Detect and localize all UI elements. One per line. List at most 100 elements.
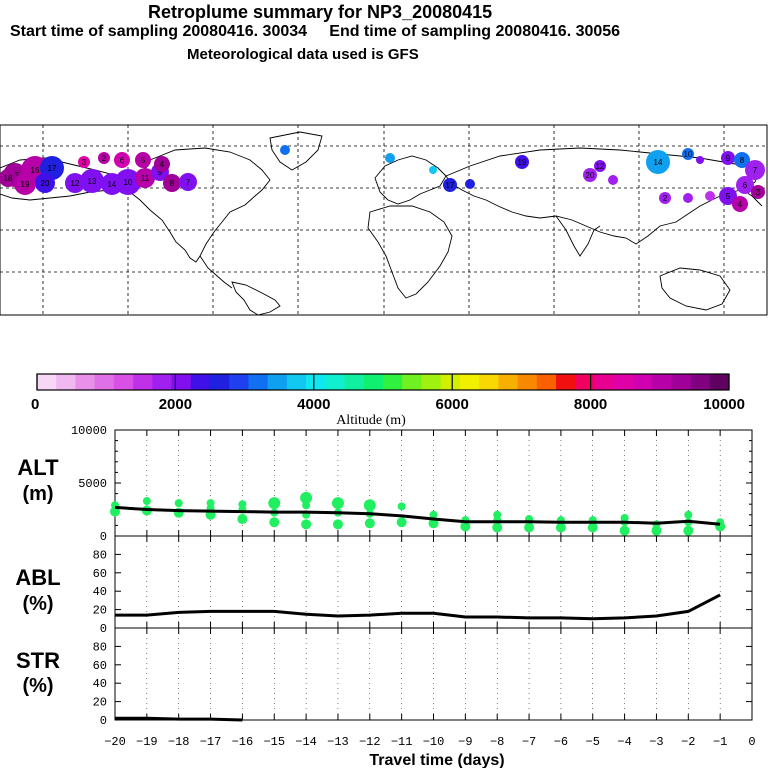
colorbar-swatch — [94, 374, 115, 390]
colorbar-swatch — [190, 374, 211, 390]
plume-marker — [78, 156, 90, 168]
colorbar-swatch — [632, 374, 653, 390]
colorbar-swatch — [171, 374, 192, 390]
x-tick-label: −12 — [359, 735, 381, 749]
colorbar-swatch — [325, 374, 346, 390]
x-tick-label: −3 — [649, 735, 663, 749]
plume-marker-label: 2 — [102, 154, 107, 163]
world-map: 1516171819201213141011987654321719201214… — [0, 124, 768, 316]
colorbar-swatch — [286, 374, 307, 390]
plume-marker-label: 20 — [586, 171, 595, 180]
plume-marker-label: 14 — [654, 158, 663, 167]
x-tick-label: −10 — [423, 735, 445, 749]
plume-marker-label: 2 — [663, 194, 668, 203]
plume-marker — [115, 169, 141, 195]
altitude-cluster-dot — [428, 518, 439, 529]
colorbar-swatch — [229, 374, 249, 390]
plume-marker — [732, 196, 748, 212]
colorbar-swatch — [536, 374, 557, 390]
plume-marker-label: 16 — [31, 166, 40, 175]
plume-marker — [683, 193, 693, 203]
plume-marker — [721, 151, 735, 165]
altitude-cluster-dot — [555, 522, 566, 533]
x-tick-label: −2 — [681, 735, 695, 749]
altitude-cluster-dot — [206, 499, 215, 508]
plume-marker — [114, 152, 130, 168]
x-tick-label: −19 — [136, 735, 158, 749]
x-tick-label: −7 — [522, 735, 536, 749]
colorbar-swatch — [575, 374, 595, 390]
y-tick-label: 0 — [100, 622, 107, 636]
plume-marker — [751, 185, 765, 199]
colorbar-swatch — [709, 374, 730, 390]
colorbar-swatch — [594, 374, 615, 390]
x-tick-label: −20 — [104, 735, 126, 749]
series-line-str — [115, 716, 243, 722]
colorbar-swatch — [421, 374, 442, 390]
plume-marker-label: 3 — [82, 158, 87, 167]
colorbar-swatch — [248, 374, 269, 390]
plume-marker-label: 4 — [160, 160, 165, 169]
altitude-cluster-dot — [492, 522, 503, 533]
series-line-alt — [114, 505, 721, 526]
plume-marker-label: 7 — [186, 178, 191, 187]
altitude-cluster-dot — [587, 522, 598, 533]
panel-unit: (%) — [22, 593, 53, 615]
series-line-abl — [115, 593, 721, 621]
plume-marker-label: 12 — [71, 179, 80, 188]
met-data-note: Meteorological data used is GFS — [187, 46, 419, 63]
altitude-cluster-dot — [174, 499, 183, 508]
plume-marker-label: 19 — [518, 158, 527, 167]
y-tick-label: 40 — [93, 677, 107, 691]
panel-str: 0 20 40 60 80 STR(%) — [16, 627, 753, 728]
plume-marker-label: 14 — [108, 180, 117, 189]
colorbar-swatch — [652, 374, 672, 390]
colorbar-tick-label: 10000 — [703, 396, 745, 413]
altitude-cluster-dot — [619, 525, 630, 536]
colorbar-swatch — [363, 374, 384, 390]
y-tick-label: 20 — [93, 604, 107, 618]
altitude-cluster-dot — [364, 518, 375, 529]
plume-marker-label: 8 — [170, 179, 175, 188]
altitude-cluster-dot — [651, 525, 662, 536]
x-tick-label: −13 — [327, 735, 349, 749]
plume-marker-label: 4 — [738, 200, 743, 209]
colorbar-swatch — [344, 374, 365, 390]
altitude-cluster-dot — [429, 510, 438, 519]
altitude-cluster-dot — [684, 510, 693, 519]
plume-marker-label: 5 — [141, 156, 146, 165]
plume-marker — [594, 160, 606, 172]
altitude-cluster-dot — [683, 525, 694, 536]
x-tick-label: −14 — [295, 735, 317, 749]
panel-name: STR — [16, 648, 60, 673]
plume-marker — [179, 173, 197, 191]
plume-marker-label: 12 — [596, 162, 605, 171]
altitude-cluster-dot — [268, 497, 281, 510]
plume-marker — [385, 153, 395, 163]
plume-marker — [280, 145, 290, 155]
plume-marker — [465, 179, 475, 189]
x-tick-label: −18 — [168, 735, 190, 749]
altitude-cluster-dot — [238, 500, 247, 509]
x-tick-label: −15 — [263, 735, 285, 749]
plume-marker — [736, 176, 754, 194]
colorbar-tick-label: 2000 — [159, 396, 192, 413]
x-tick-label: −1 — [713, 735, 727, 749]
plume-marker-label: 8 — [740, 156, 745, 165]
sampling-times: Start time of sampling 20080416. 30034 E… — [10, 23, 621, 40]
colorbar-swatch — [402, 374, 422, 390]
plume-marker — [14, 173, 36, 195]
plume-marker-label: 9 — [726, 154, 731, 163]
y-tick-label: 60 — [93, 659, 107, 673]
plume-marker-label: 20 — [41, 179, 50, 188]
x-tick-label: −16 — [232, 735, 254, 749]
plume-marker — [98, 152, 110, 164]
plume-marker — [429, 166, 437, 174]
plume-marker — [65, 173, 85, 193]
plume-marker-label: 13 — [88, 177, 97, 186]
panel-abl: 0 20 40 60 80 ABL (%) — [15, 535, 753, 636]
plume-marker-label: 18 — [4, 174, 13, 183]
y-tick-label: 80 — [93, 640, 107, 654]
y-tick-label: 60 — [93, 567, 107, 581]
time-series-panels: 0 5000 10000 ALT (m) 0 20 40 60 80 ABL (%) 0 20 40 60 80… — [15, 424, 755, 749]
